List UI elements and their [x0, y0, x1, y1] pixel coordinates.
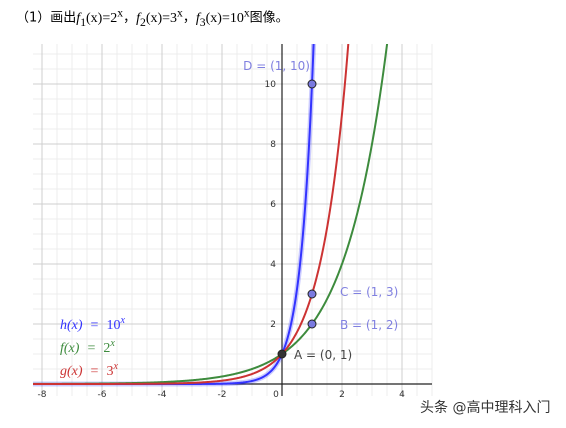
series-line-1: [33, 44, 389, 385]
function-f2: f2(x)=3x: [136, 6, 183, 29]
point-label: B = (1, 2): [340, 318, 398, 332]
problem-number: （1）: [16, 10, 51, 26]
legend-entry: h(x) = 10x: [60, 315, 125, 333]
point-label: C = (1, 3): [340, 285, 398, 299]
problem-statement: （1）画出f1(x)=2x，f2(x)=3x，f3(x)=10x图像。: [16, 6, 289, 28]
series-line-2: [33, 44, 350, 385]
point-marker: [277, 349, 287, 359]
x-tick-label: -2: [218, 390, 227, 400]
point-label: D = (1, 10): [243, 59, 310, 73]
legend: h(x) = 10x f(x) = 2x g(x) = 3x: [60, 315, 125, 379]
legend-entry: f(x) = 2x: [60, 338, 115, 356]
points: A = (0, 1) B = (1, 2) C = (1, 3) D = (1, 10…: [243, 59, 398, 362]
y-tick-label: 8: [270, 140, 276, 150]
problem-suffix: 图像。: [249, 10, 289, 26]
x-tick-label: -6: [98, 390, 107, 400]
curves: [33, 44, 389, 387]
legend-entry: g(x) = 3x: [60, 361, 118, 379]
x-tick-label: -8: [38, 390, 47, 400]
separator: ，: [123, 10, 137, 26]
function-f3: f3(x)=10x: [195, 6, 250, 29]
x-tick-label: -4: [158, 390, 167, 400]
x-tick-label: 0: [273, 390, 279, 400]
x-tick-label: 4: [399, 390, 405, 400]
x-tick-label: 2: [339, 390, 345, 400]
point-marker: [307, 79, 317, 89]
point-marker: [307, 319, 317, 329]
y-tick-label: 10: [265, 80, 277, 90]
separator: ，: [182, 10, 196, 26]
point-marker: [307, 289, 317, 299]
y-tick-label: 6: [270, 200, 276, 210]
point-label: A = (0, 1): [294, 348, 352, 362]
watermark: 头条 @高中理科入门: [420, 400, 551, 416]
y-tick-label: 2: [270, 320, 276, 330]
problem-prefix: 画出: [50, 10, 77, 26]
y-tick-label: 4: [270, 260, 276, 270]
function-f1: f1(x)=2x: [76, 6, 124, 29]
tick-labels: -8 -6 -4 -2 0 2 4 2 4 6 8 10: [38, 80, 406, 400]
